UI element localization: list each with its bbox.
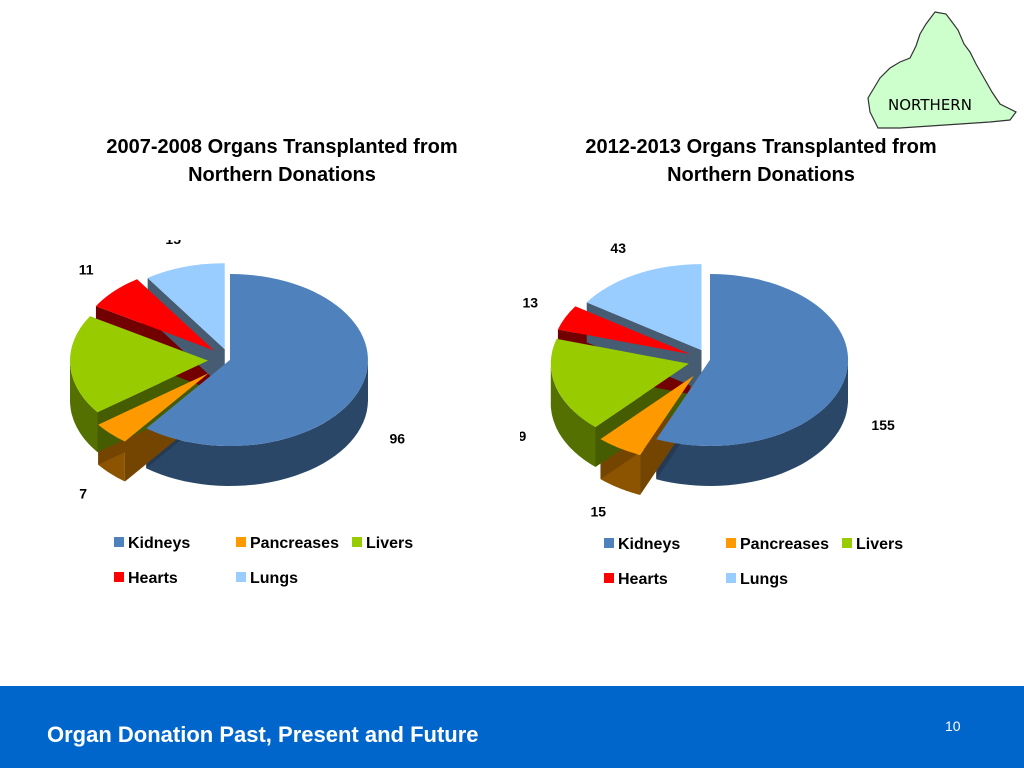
data-label-pancreases: 7 (79, 486, 87, 502)
footer-title: Organ Donation Past, Present and Future (47, 722, 479, 747)
legend-label: Kidneys (128, 535, 191, 552)
pie-slice-kidneys (656, 274, 849, 446)
legend-label: Kidneys (618, 536, 681, 553)
legend-label: Livers (366, 535, 414, 552)
northern-region-map: NORTHERN (867, 11, 1017, 129)
chart-title-line: Northern Donations (667, 164, 855, 186)
legend-item-kidneys: Kidneys (604, 536, 680, 554)
pie-slice-pancreases (98, 373, 209, 442)
pie-slice-livers (550, 338, 689, 427)
region-label: NORTHERN (888, 96, 972, 114)
data-label-hearts: 13 (523, 294, 539, 310)
legend-item-pancreases: Pancreases (236, 535, 339, 553)
pie-slice-wall (656, 362, 848, 486)
pie-slice-lungs (586, 264, 702, 351)
legend-swatch (236, 537, 246, 547)
legend-label: Lungs (740, 571, 788, 588)
chart-title-2012-2013: 2012-2013 Organs Transplanted from North… (541, 133, 981, 189)
legend-label: Pancreases (740, 536, 829, 553)
pie-slice-wall (550, 362, 596, 467)
chart-title-line: 2012-2013 Organs Transplanted from (585, 136, 937, 158)
data-label-pancreases: 15 (591, 503, 607, 519)
pie-slice-lungs (147, 263, 225, 350)
data-label-livers: 49 (520, 428, 526, 444)
legend-swatch (114, 537, 124, 547)
legend-swatch (604, 538, 614, 548)
chart-title-line: 2007-2008 Organs Transplanted from (106, 136, 458, 158)
region-shape (867, 11, 1017, 129)
legend-swatch (114, 572, 124, 582)
pie-slice-livers (70, 316, 209, 413)
legend-swatch (604, 573, 614, 583)
pie-slice-kidneys (146, 274, 368, 446)
legend-label: Livers (856, 536, 904, 553)
legend-swatch (726, 538, 736, 548)
legend-label: Hearts (618, 571, 668, 588)
legend-swatch (352, 537, 362, 547)
legend-item-hearts: Hearts (114, 570, 178, 588)
data-label-kidneys: 155 (871, 417, 895, 433)
footer-bar: Organ Donation Past, Present and Future … (0, 686, 1024, 768)
pie-chart-2007-2008: 967301115 (70, 240, 406, 502)
legend-item-lungs: Lungs (236, 570, 298, 588)
legend-item-livers: Livers (842, 536, 903, 554)
legend-swatch (842, 538, 852, 548)
chart-title-line: Northern Donations (188, 164, 376, 186)
legend-label: Hearts (128, 570, 178, 587)
legend-swatch (726, 573, 736, 583)
legend-label: Pancreases (250, 535, 339, 552)
chart-title-2007-2008: 2007-2008 Organs Transplanted from North… (62, 133, 502, 189)
pie-slice-pancreases (600, 375, 694, 455)
data-label-lungs: 43 (610, 240, 626, 256)
pie-slice-hearts (95, 279, 215, 351)
legend-swatch (236, 572, 246, 582)
data-label-hearts: 11 (79, 262, 94, 278)
data-label-kidneys: 96 (390, 430, 406, 446)
data-label-lungs: 15 (165, 240, 181, 247)
legend-label: Lungs (250, 570, 298, 587)
pie-slice-wall (70, 359, 98, 453)
legend-item-lungs: Lungs (726, 571, 788, 589)
legend-item-livers: Livers (352, 535, 413, 553)
legend-item-kidneys: Kidneys (114, 535, 190, 553)
pie-slice-wall (146, 360, 368, 486)
legend-item-hearts: Hearts (604, 571, 668, 589)
pie-chart-2012-2013: 155 15 49 13 43 (520, 240, 895, 519)
pie-slice-hearts (557, 306, 691, 355)
legend-item-pancreases: Pancreases (726, 536, 829, 554)
page-number: 10 (945, 718, 961, 734)
